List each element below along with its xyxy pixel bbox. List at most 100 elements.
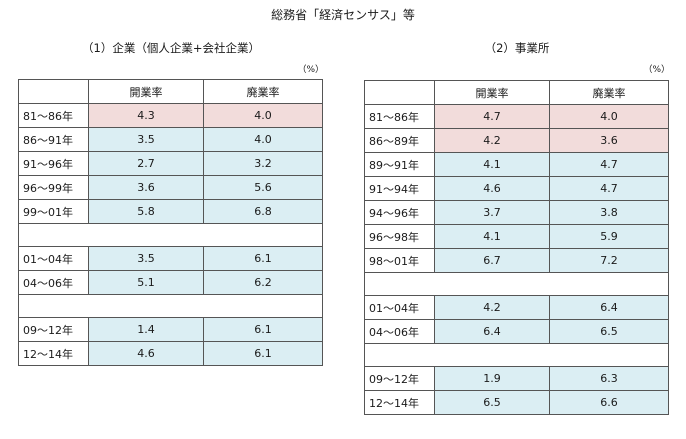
period-label: 98～01年 bbox=[364, 248, 435, 273]
period-label: 81～86年 bbox=[18, 103, 89, 128]
table-row: 91～96年 2.7 3.2 bbox=[18, 151, 323, 176]
closure-rate-cell: 6.8 bbox=[203, 199, 323, 224]
closure-rate-cell: 6.2 bbox=[203, 270, 323, 295]
opening-rate-cell: 1.9 bbox=[434, 366, 550, 391]
enterprise-unit-label: （%） bbox=[297, 65, 324, 75]
table-row: 98～01年 6.7 7.2 bbox=[364, 248, 669, 273]
table-row: 81～86年 4.3 4.0 bbox=[18, 103, 323, 128]
opening-rate-cell: 4.7 bbox=[434, 104, 550, 129]
table-row: 96～99年 3.6 5.6 bbox=[18, 175, 323, 200]
opening-rate-cell: 4.2 bbox=[434, 128, 550, 153]
enterprise-section-title: （1）企業（個人企業+会社企業） bbox=[82, 41, 260, 55]
gap-cell bbox=[18, 294, 323, 318]
opening-rate-cell: 3.6 bbox=[88, 175, 204, 200]
table-row: 91～94年 4.6 4.7 bbox=[364, 176, 669, 201]
period-label: 89～91年 bbox=[364, 152, 435, 177]
opening-rate-cell: 4.6 bbox=[434, 176, 550, 201]
closure-rate-cell: 5.6 bbox=[203, 175, 323, 200]
table-row: 94～96年 3.7 3.8 bbox=[364, 200, 669, 225]
table-row: 86～91年 3.5 4.0 bbox=[18, 127, 323, 152]
opening-rate-cell: 3.5 bbox=[88, 246, 204, 271]
period-label: 91～96年 bbox=[18, 151, 89, 176]
opening-rate-cell: 3.5 bbox=[88, 127, 204, 152]
header-closure-rate: 廃業率 bbox=[203, 79, 323, 104]
establishment-unit-label: （%） bbox=[643, 65, 670, 75]
closure-rate-cell: 3.6 bbox=[549, 128, 669, 153]
period-label: 96～99年 bbox=[18, 175, 89, 200]
table-row: 89～91年 4.1 4.7 bbox=[364, 152, 669, 177]
period-label: 81～86年 bbox=[364, 104, 435, 129]
table-gap-row bbox=[364, 272, 669, 296]
closure-rate-cell: 5.9 bbox=[549, 224, 669, 249]
table-row: 09～12年 1.4 6.1 bbox=[18, 317, 323, 342]
source-title: 総務省「経済センサス」等 bbox=[271, 8, 415, 22]
table-gap-row bbox=[18, 223, 323, 247]
table-row: 81～86年 4.7 4.0 bbox=[364, 104, 669, 129]
table-gap-row bbox=[364, 343, 669, 367]
period-label: 01～04年 bbox=[18, 246, 89, 271]
closure-rate-cell: 4.0 bbox=[203, 103, 323, 128]
closure-rate-cell: 6.6 bbox=[549, 390, 669, 415]
period-label: 86～91年 bbox=[18, 127, 89, 152]
closure-rate-cell: 3.2 bbox=[203, 151, 323, 176]
opening-rate-cell: 6.7 bbox=[434, 248, 550, 273]
establishment-table: 開業率 廃業率 81～86年 4.7 4.0 86～89年 4.2 3.6 89～91年 4.1 4… bbox=[364, 80, 669, 415]
period-label: 91～94年 bbox=[364, 176, 435, 201]
opening-rate-cell: 4.1 bbox=[434, 152, 550, 177]
table-row: 99～01年 5.8 6.8 bbox=[18, 199, 323, 224]
opening-rate-cell: 4.6 bbox=[88, 341, 204, 366]
period-label: 12～14年 bbox=[364, 390, 435, 415]
opening-rate-cell: 4.2 bbox=[434, 295, 550, 320]
table-header-row: 開業率 廃業率 bbox=[364, 80, 669, 105]
period-label: 04～06年 bbox=[18, 270, 89, 295]
opening-rate-cell: 1.4 bbox=[88, 317, 204, 342]
opening-rate-cell: 6.5 bbox=[434, 390, 550, 415]
table-row: 09～12年 1.9 6.3 bbox=[364, 366, 669, 391]
table-row: 01～04年 4.2 6.4 bbox=[364, 295, 669, 320]
period-label: 01～04年 bbox=[364, 295, 435, 320]
opening-rate-cell: 5.1 bbox=[88, 270, 204, 295]
period-label: 99～01年 bbox=[18, 199, 89, 224]
closure-rate-cell: 6.5 bbox=[549, 319, 669, 344]
table-row: 04～06年 5.1 6.2 bbox=[18, 270, 323, 295]
closure-rate-cell: 4.7 bbox=[549, 176, 669, 201]
period-label: 94～96年 bbox=[364, 200, 435, 225]
closure-rate-cell: 6.1 bbox=[203, 341, 323, 366]
table-row: 96～98年 4.1 5.9 bbox=[364, 224, 669, 249]
closure-rate-cell: 6.3 bbox=[549, 366, 669, 391]
header-closure-rate: 廃業率 bbox=[549, 80, 669, 105]
period-label: 12～14年 bbox=[18, 341, 89, 366]
closure-rate-cell: 4.0 bbox=[549, 104, 669, 129]
opening-rate-cell: 6.4 bbox=[434, 319, 550, 344]
period-label: 86～89年 bbox=[364, 128, 435, 153]
gap-cell bbox=[18, 223, 323, 247]
closure-rate-cell: 6.1 bbox=[203, 246, 323, 271]
table-row: 04～06年 6.4 6.5 bbox=[364, 319, 669, 344]
closure-rate-cell: 7.2 bbox=[549, 248, 669, 273]
table-row: 12～14年 4.6 6.1 bbox=[18, 341, 323, 366]
table-row: 86～89年 4.2 3.6 bbox=[364, 128, 669, 153]
table-row: 01～04年 3.5 6.1 bbox=[18, 246, 323, 271]
establishment-section-title: （2）事業所 bbox=[484, 41, 550, 55]
period-label: 96～98年 bbox=[364, 224, 435, 249]
closure-rate-cell: 3.8 bbox=[549, 200, 669, 225]
period-label: 09～12年 bbox=[364, 366, 435, 391]
closure-rate-cell: 4.7 bbox=[549, 152, 669, 177]
gap-cell bbox=[364, 343, 669, 367]
closure-rate-cell: 6.4 bbox=[549, 295, 669, 320]
header-period-cell bbox=[364, 80, 435, 105]
header-opening-rate: 開業率 bbox=[434, 80, 550, 105]
period-label: 04～06年 bbox=[364, 319, 435, 344]
period-label: 09～12年 bbox=[18, 317, 89, 342]
opening-rate-cell: 5.8 bbox=[88, 199, 204, 224]
enterprise-table: 開業率 廃業率 81～86年 4.3 4.0 86～91年 3.5 4.0 91～96年 2.7 3… bbox=[18, 79, 323, 366]
table-gap-row bbox=[18, 294, 323, 318]
table-row: 12～14年 6.5 6.6 bbox=[364, 390, 669, 415]
opening-rate-cell: 4.1 bbox=[434, 224, 550, 249]
table-header-row: 開業率 廃業率 bbox=[18, 79, 323, 104]
header-period-cell bbox=[18, 79, 89, 104]
enterprise-section: （1）企業（個人企業+会社企業） （%） 開業率 廃業率 81～86年 4.3 4.0 8… bbox=[18, 40, 324, 380]
closure-rate-cell: 4.0 bbox=[203, 127, 323, 152]
gap-cell bbox=[364, 272, 669, 296]
establishment-section: （2）事業所 （%） 開業率 廃業率 81～86年 4.7 4.0 86～89年 4.2 3.… bbox=[364, 40, 670, 435]
